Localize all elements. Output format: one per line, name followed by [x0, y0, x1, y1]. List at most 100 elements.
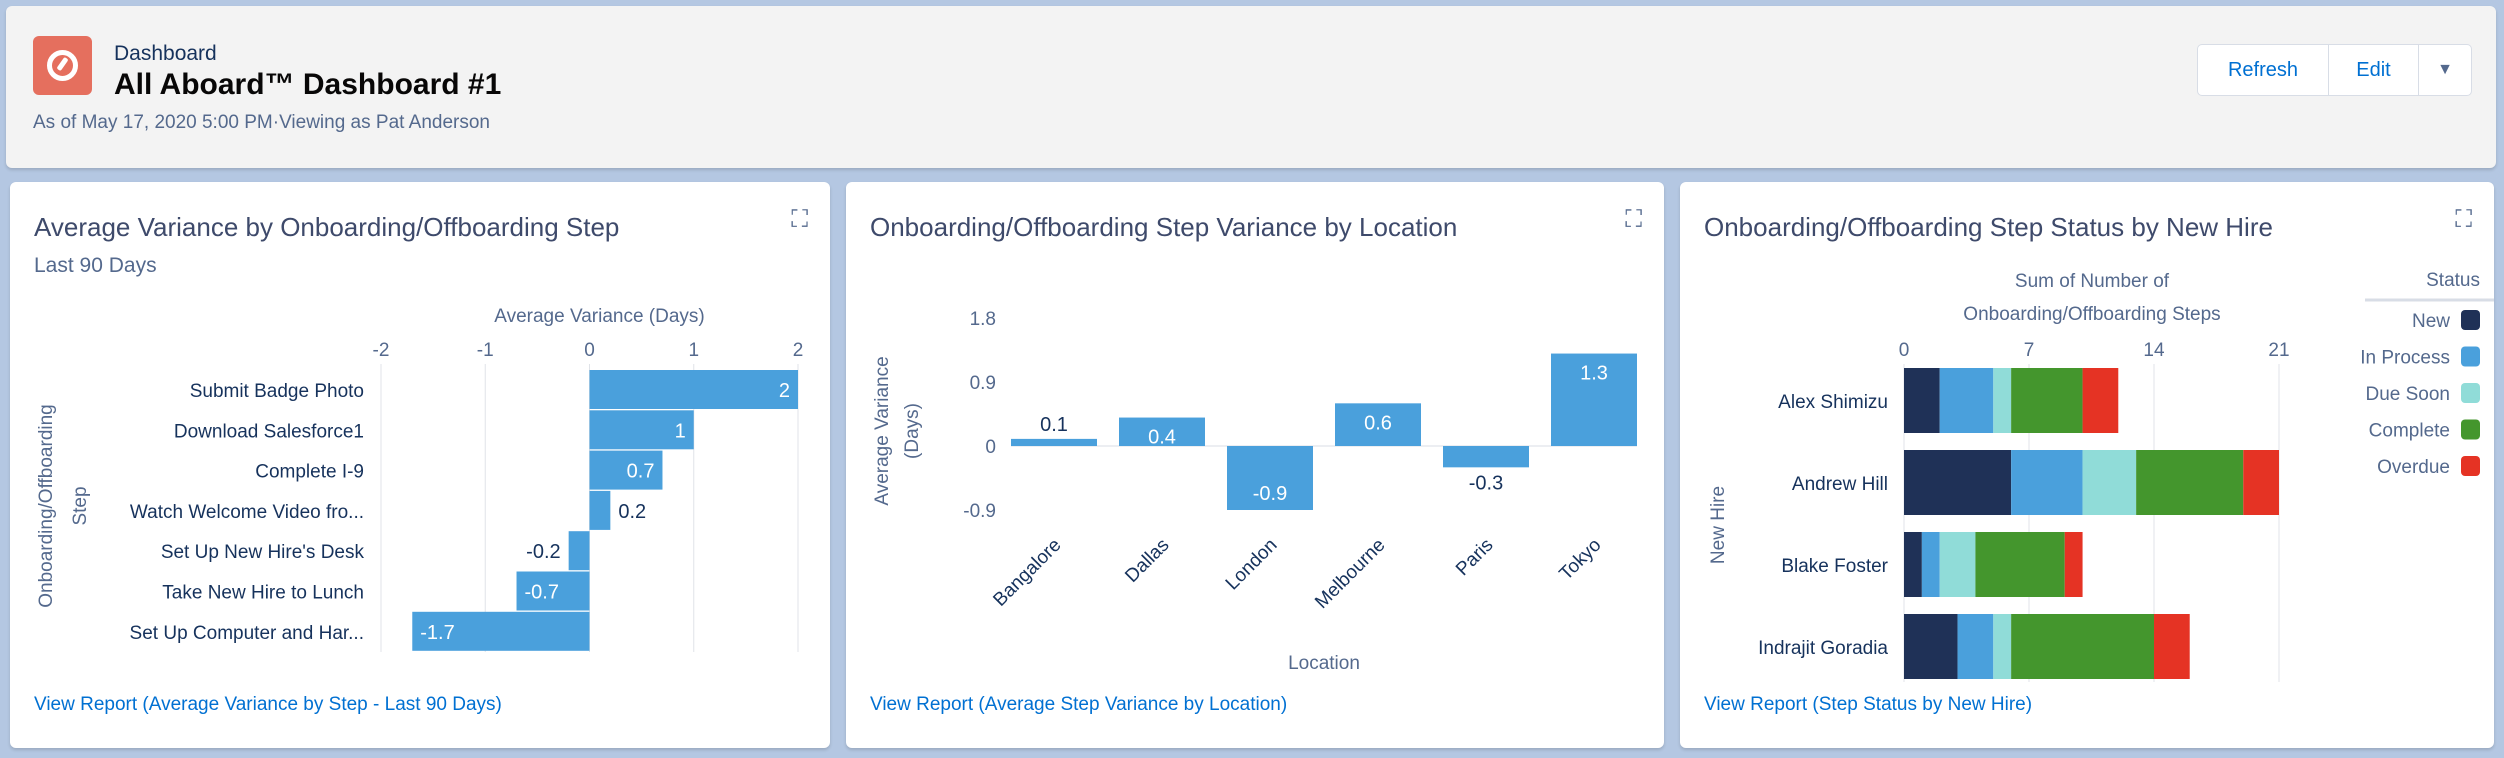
card-title: Onboarding/Offboarding Step Status by Ne… [1704, 212, 2273, 242]
category-label: Submit Badge Photo [190, 381, 364, 402]
category-label: Watch Welcome Video fro... [130, 502, 364, 523]
card-status-by-new-hire: Onboarding/Offboarding Step Status by Ne… [1680, 182, 2494, 748]
legend-swatch [2461, 383, 2480, 403]
data-label: 0.7 [627, 461, 655, 483]
bar-segment-overdue [2243, 450, 2279, 515]
data-label: -0.2 [526, 541, 560, 563]
bar-segment-overdue [2154, 614, 2190, 679]
x-tick-label: -1 [477, 340, 494, 361]
expand-icon[interactable]: ⛶ [1625, 206, 1642, 233]
bar [1335, 403, 1421, 446]
object-type-label: Dashboard [114, 42, 217, 65]
data-label: 0.4 [1148, 427, 1176, 449]
x-tick-label: 7 [2024, 340, 2035, 361]
x-tick-label: 14 [2143, 340, 2165, 361]
data-label: -0.7 [525, 582, 559, 604]
data-label: 1 [675, 420, 686, 442]
x-axis-title: Sum of Number of [2015, 271, 2170, 292]
bar-segment-in-process [1921, 532, 1940, 597]
category-label: Alex Shimizu [1778, 392, 1888, 413]
legend-label: Complete [2369, 421, 2450, 442]
data-label: 2 [779, 380, 790, 402]
data-label: 0.6 [1364, 412, 1392, 434]
y-tick-label: -0.9 [963, 501, 996, 522]
bar [412, 611, 590, 651]
expand-icon[interactable]: ⛶ [2455, 206, 2472, 233]
data-label: 0.1 [1040, 414, 1068, 436]
y-axis-title: Onboarding/Offboarding [36, 404, 57, 608]
bar [1227, 446, 1313, 510]
category-label: Download Salesforce1 [174, 421, 364, 442]
bar-segment-complete [2136, 450, 2244, 515]
data-label: 0.2 [618, 501, 646, 523]
y-axis-title: New Hire [1708, 486, 1729, 564]
card-variance-by-step: Average Variance by Onboarding/Offboardi… [10, 182, 830, 748]
legend-title: Status [2426, 270, 2480, 291]
data-label: 1.3 [1580, 363, 1608, 385]
legend-swatch [2461, 419, 2480, 440]
chart-variance-by-step: Average Variance (Days) -2 -1 0 1 2 Onboarding… [36, 306, 804, 652]
edit-button[interactable]: Edit [2329, 45, 2419, 95]
category-label: Set Up New Hire's Desk [161, 542, 365, 563]
legend-label: Due Soon [2365, 384, 2450, 405]
bar [589, 370, 798, 409]
expand-icon[interactable]: ⛶ [791, 206, 808, 233]
bar [589, 410, 694, 450]
bar-segment-overdue [2064, 532, 2083, 597]
bar [1443, 446, 1529, 468]
bar-segment-new [1904, 614, 1958, 679]
view-report-link[interactable]: View Report (Average Variance by Step - … [34, 694, 502, 715]
legend-swatch [2461, 310, 2480, 330]
bar-segment-overdue [2082, 368, 2119, 433]
category-label: Complete I-9 [255, 462, 364, 483]
legend-swatch [2461, 456, 2480, 476]
view-report-link[interactable]: View Report (Step Status by New Hire) [1704, 694, 2033, 715]
bar-segment-due-soon [1993, 614, 2012, 679]
dashboard-subtitle: As of May 17, 2020 5:00 PM·Viewing as Pa… [33, 112, 490, 133]
dashboard-header: Dashboard All Aboard™ Dashboard #1 As of… [6, 6, 2496, 168]
card-title: Onboarding/Offboarding Step Variance by … [870, 212, 1458, 242]
y-axis-title-line2: Step [70, 486, 91, 525]
button-group: Refresh Edit ▼ [2197, 44, 2472, 96]
x-tick-label: 2 [793, 340, 804, 361]
view-report-link[interactable]: View Report (Average Step Variance by Lo… [870, 694, 1288, 715]
y-tick-label: 0.9 [970, 373, 996, 394]
bar-segment-new [1904, 532, 1922, 597]
category-label: Melbourne [1311, 535, 1389, 613]
data-label: -0.3 [1469, 472, 1503, 494]
dashboard-gauge-icon [33, 36, 92, 95]
bar-segment-due-soon [2082, 450, 2137, 515]
x-axis-title: Location [1288, 653, 1360, 674]
y-axis-title-line2: (Days) [902, 403, 923, 459]
y-tick-label: 0 [985, 437, 996, 458]
legend-label: New [2412, 311, 2450, 332]
category-label: Blake Foster [1781, 556, 1888, 577]
legend-swatch [2461, 346, 2480, 367]
category-label: Take New Hire to Lunch [162, 583, 364, 604]
more-actions-dropdown[interactable]: ▼ [2437, 61, 2453, 78]
bar-segment-complete [2011, 614, 2154, 679]
bar-segment-new [1904, 450, 2012, 515]
x-tick-label: 21 [2268, 340, 2289, 361]
bar-segment-due-soon [1939, 532, 1976, 597]
category-label: Indrajit Goradia [1758, 638, 1888, 659]
card-subtitle: Last 90 Days [34, 254, 157, 277]
category-label: Tokyo [1556, 535, 1606, 585]
legend-label: In Process [2360, 348, 2450, 369]
bar-segment-due-soon [1993, 368, 2012, 433]
card-variance-by-location: Onboarding/Offboarding Step Variance by … [846, 182, 1664, 748]
category-label: Dallas [1121, 535, 1173, 587]
bar-segment-in-process [1939, 368, 1994, 433]
y-tick-label: 1.8 [970, 309, 996, 330]
bar-segment-complete [1975, 532, 2065, 597]
x-tick-label: 0 [1899, 340, 1910, 361]
bar-segment-complete [2011, 368, 2083, 433]
refresh-button[interactable]: Refresh [2198, 45, 2329, 95]
x-tick-label: -2 [373, 340, 390, 361]
category-label: Bangalore [989, 535, 1065, 611]
bar [1551, 353, 1637, 446]
bar [589, 450, 663, 490]
bar [516, 571, 590, 611]
bar [568, 531, 590, 571]
x-tick-label: 0 [584, 340, 595, 361]
